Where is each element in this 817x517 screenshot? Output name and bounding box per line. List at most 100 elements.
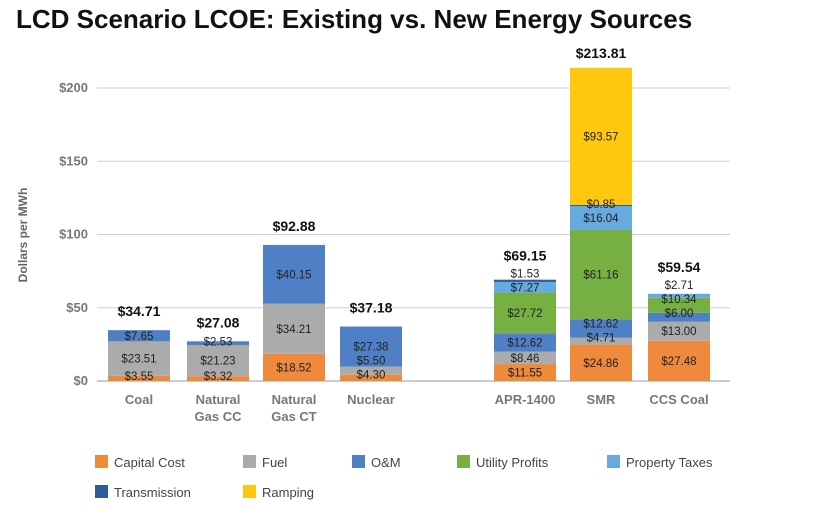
bar-segment xyxy=(648,340,710,381)
bar-segment xyxy=(648,312,710,322)
bar-segment xyxy=(570,67,632,205)
data-label: $7.27 xyxy=(511,282,540,294)
legend-label: Ramping xyxy=(262,485,314,500)
data-label: $6.00 xyxy=(665,308,694,320)
y-tick-label: $100 xyxy=(59,227,88,242)
chart-title: LCD Scenario LCOE: Existing vs. New Ener… xyxy=(16,4,692,34)
total-label: $27.08 xyxy=(197,314,240,330)
bar-segment xyxy=(494,333,556,352)
bar-segment xyxy=(108,341,170,376)
bar-segment xyxy=(263,244,325,304)
x-tick-label: SMR xyxy=(587,392,617,407)
total-label: $37.18 xyxy=(350,300,393,316)
bar-segment xyxy=(494,364,556,381)
bar-segment xyxy=(340,374,402,381)
legend-label: O&M xyxy=(371,455,401,470)
x-ticks: Coal Natural Gas CC Natural Gas CT Nuclear APR… xyxy=(125,392,709,424)
legend-swatch xyxy=(457,455,470,468)
bar-segment xyxy=(494,351,556,365)
y-tick-label: $150 xyxy=(59,153,88,168)
data-label: $2.71 xyxy=(665,280,694,292)
bar-segment xyxy=(187,376,249,381)
bar-segment xyxy=(648,321,710,341)
legend-swatch xyxy=(243,485,256,498)
bar-segment xyxy=(263,353,325,381)
data-label: $13.00 xyxy=(661,326,696,338)
bar-segment xyxy=(570,206,632,230)
data-label: $34.21 xyxy=(276,324,311,336)
data-label: $4.71 xyxy=(587,333,616,345)
bar-segment xyxy=(648,293,710,298)
data-label: $8.46 xyxy=(511,353,540,365)
data-label: $93.57 xyxy=(583,131,618,143)
x-tick-label: Gas CT xyxy=(271,409,317,424)
legend-label: Capital Cost xyxy=(114,455,185,470)
data-label: $1.53 xyxy=(511,268,540,280)
bar-segment xyxy=(187,341,249,346)
x-tick-label: Nuclear xyxy=(347,392,395,407)
bars: $3.55 $23.51 $7.65 $34.71 $3.32 $21.23 $2.53 $2… xyxy=(108,45,710,383)
bar-segment xyxy=(494,279,556,282)
data-label: $23.51 xyxy=(121,354,156,366)
bar-segment xyxy=(187,345,249,377)
y-ticks: $0 $50 $100 $150 $200 xyxy=(59,80,88,388)
data-label: $4.30 xyxy=(357,370,386,382)
data-label: $3.55 xyxy=(125,371,154,383)
data-label: $3.32 xyxy=(204,371,233,383)
legend-swatch xyxy=(95,485,108,498)
data-label: $27.48 xyxy=(661,356,696,368)
data-label: $40.15 xyxy=(276,269,311,281)
bar-segment xyxy=(108,375,170,381)
y-tick-label: $50 xyxy=(66,300,88,315)
bar-segment xyxy=(570,344,632,381)
bar-segment xyxy=(340,366,402,375)
data-label: $12.62 xyxy=(507,337,542,349)
legend-swatch xyxy=(95,455,108,468)
data-label: $18.52 xyxy=(276,362,311,374)
legend: Capital Cost Fuel O&M Utility Profits Proper… xyxy=(95,455,713,500)
data-label: $12.62 xyxy=(583,319,618,331)
gridlines xyxy=(97,87,730,382)
bar-segment xyxy=(494,292,556,334)
x-tick-label: CCS Coal xyxy=(649,392,708,407)
legend-swatch xyxy=(607,455,620,468)
legend-label: Transmission xyxy=(114,485,191,500)
x-tick-label: Natural xyxy=(272,392,317,407)
data-label: $61.16 xyxy=(583,269,618,281)
bar-segment xyxy=(570,204,632,207)
x-tick-label: Natural xyxy=(196,392,241,407)
data-label: $5.50 xyxy=(357,356,386,368)
bar-segment xyxy=(570,319,632,338)
legend-swatch xyxy=(243,455,256,468)
data-label: $2.53 xyxy=(204,336,233,348)
data-label: $0.85 xyxy=(587,199,616,211)
bar-segment xyxy=(570,337,632,345)
bar-segment xyxy=(340,326,402,367)
total-label: $92.88 xyxy=(273,218,316,234)
legend-label: Property Taxes xyxy=(626,455,713,470)
legend-swatch xyxy=(352,455,365,468)
bar-segment xyxy=(570,229,632,320)
bar-segment xyxy=(494,281,556,293)
data-label: $27.72 xyxy=(507,308,542,320)
data-label: $21.23 xyxy=(200,356,235,368)
data-label: $24.86 xyxy=(583,358,618,370)
total-label: $213.81 xyxy=(576,45,627,61)
legend-label: Fuel xyxy=(262,455,287,470)
bar-segment xyxy=(263,303,325,354)
y-tick-label: $0 xyxy=(74,373,88,388)
total-label: $34.71 xyxy=(118,303,161,319)
total-label: $59.54 xyxy=(658,259,701,275)
bar-segment xyxy=(108,330,170,342)
y-axis-label: Dollars per MWh xyxy=(16,188,30,283)
data-label: $27.38 xyxy=(353,342,388,354)
data-label: $11.55 xyxy=(508,368,542,380)
y-tick-label: $200 xyxy=(59,80,88,95)
data-label: $7.65 xyxy=(125,331,154,343)
data-label: $16.04 xyxy=(583,213,619,225)
legend-label: Utility Profits xyxy=(476,455,549,470)
x-tick-label: Coal xyxy=(125,392,153,407)
data-label: $10.34 xyxy=(661,294,697,306)
x-tick-label: Gas CC xyxy=(195,409,243,424)
